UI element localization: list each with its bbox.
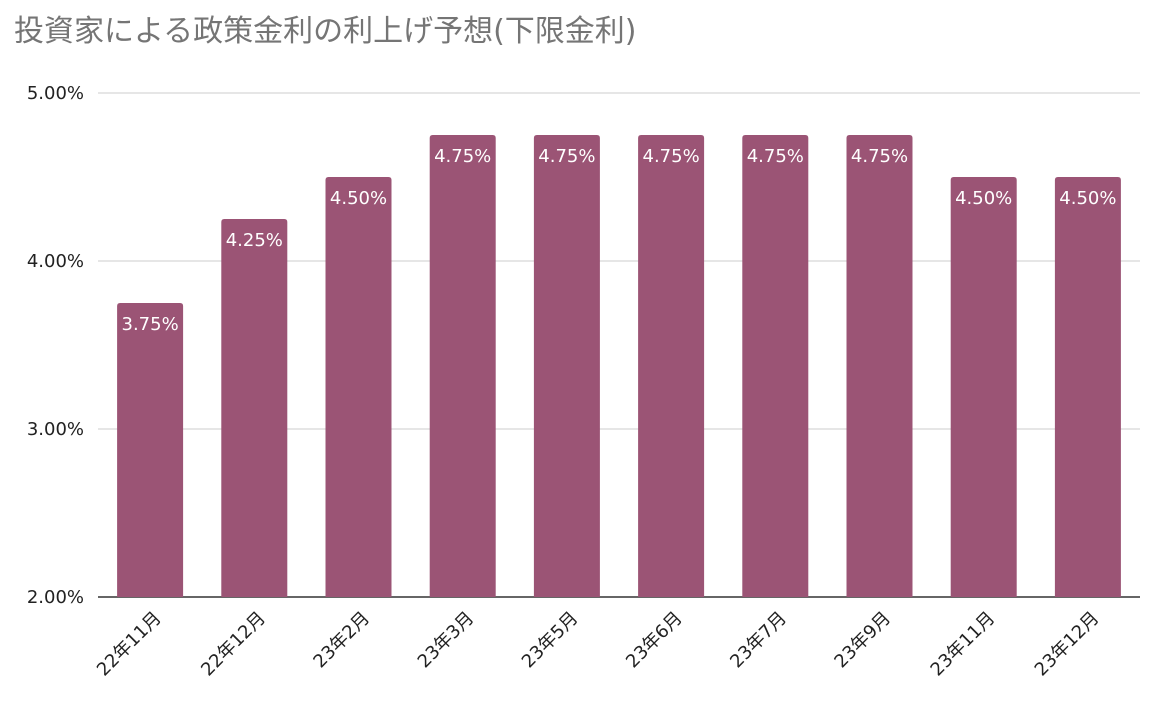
- data-label: 4.75%: [538, 146, 595, 167]
- y-tick-label: 2.00%: [27, 587, 84, 608]
- x-tick-label: 22年12月: [197, 608, 270, 681]
- bar: [221, 219, 288, 597]
- bar: [638, 135, 705, 597]
- x-tick-label: 23年11月: [927, 608, 1000, 681]
- data-label: 4.75%: [851, 146, 908, 167]
- x-tick-label: 23年5月: [518, 608, 583, 673]
- data-label: 4.50%: [955, 188, 1012, 209]
- data-labels: 3.75% 4.25% 4.50% 4.75% 4.75% 4.75% 4.75% 4.75%…: [120, 145, 1118, 337]
- data-label: 4.50%: [330, 188, 387, 209]
- bar: [533, 135, 600, 597]
- y-tick-label: 5.00%: [27, 83, 84, 104]
- bar: [846, 135, 913, 597]
- x-tick-label: 23年9月: [830, 608, 895, 673]
- y-tick-label: 3.00%: [27, 419, 84, 440]
- x-tick-label: 23年12月: [1031, 608, 1104, 681]
- bar: [429, 135, 496, 597]
- bar: [325, 177, 392, 597]
- bar: [117, 303, 184, 597]
- x-axis: 22年11月 22年12月 23年2月 23年3月 23年5月 23年6月 23年7月 23年…: [93, 608, 1103, 681]
- chart-title: 投資家による政策金利の利上げ予想(下限金利): [14, 14, 637, 49]
- bars: [117, 135, 1121, 597]
- y-axis: 2.00% 3.00% 4.00% 5.00%: [27, 83, 84, 608]
- x-tick-label: 23年7月: [726, 608, 791, 673]
- y-tick-label: 4.00%: [27, 251, 84, 272]
- x-tick-label: 23年2月: [309, 608, 374, 673]
- data-label: 4.75%: [747, 146, 804, 167]
- data-label: 4.75%: [643, 146, 700, 167]
- x-tick-label: 23年6月: [622, 608, 687, 673]
- data-label: 4.50%: [1059, 188, 1116, 209]
- data-label: 4.25%: [226, 230, 283, 251]
- bar: [950, 177, 1017, 597]
- data-label: 3.75%: [122, 314, 179, 335]
- x-tick-label: 22年11月: [93, 608, 166, 681]
- bar: [1054, 177, 1121, 597]
- bar: [742, 135, 809, 597]
- data-label: 4.75%: [434, 146, 491, 167]
- x-tick-label: 23年3月: [414, 608, 479, 673]
